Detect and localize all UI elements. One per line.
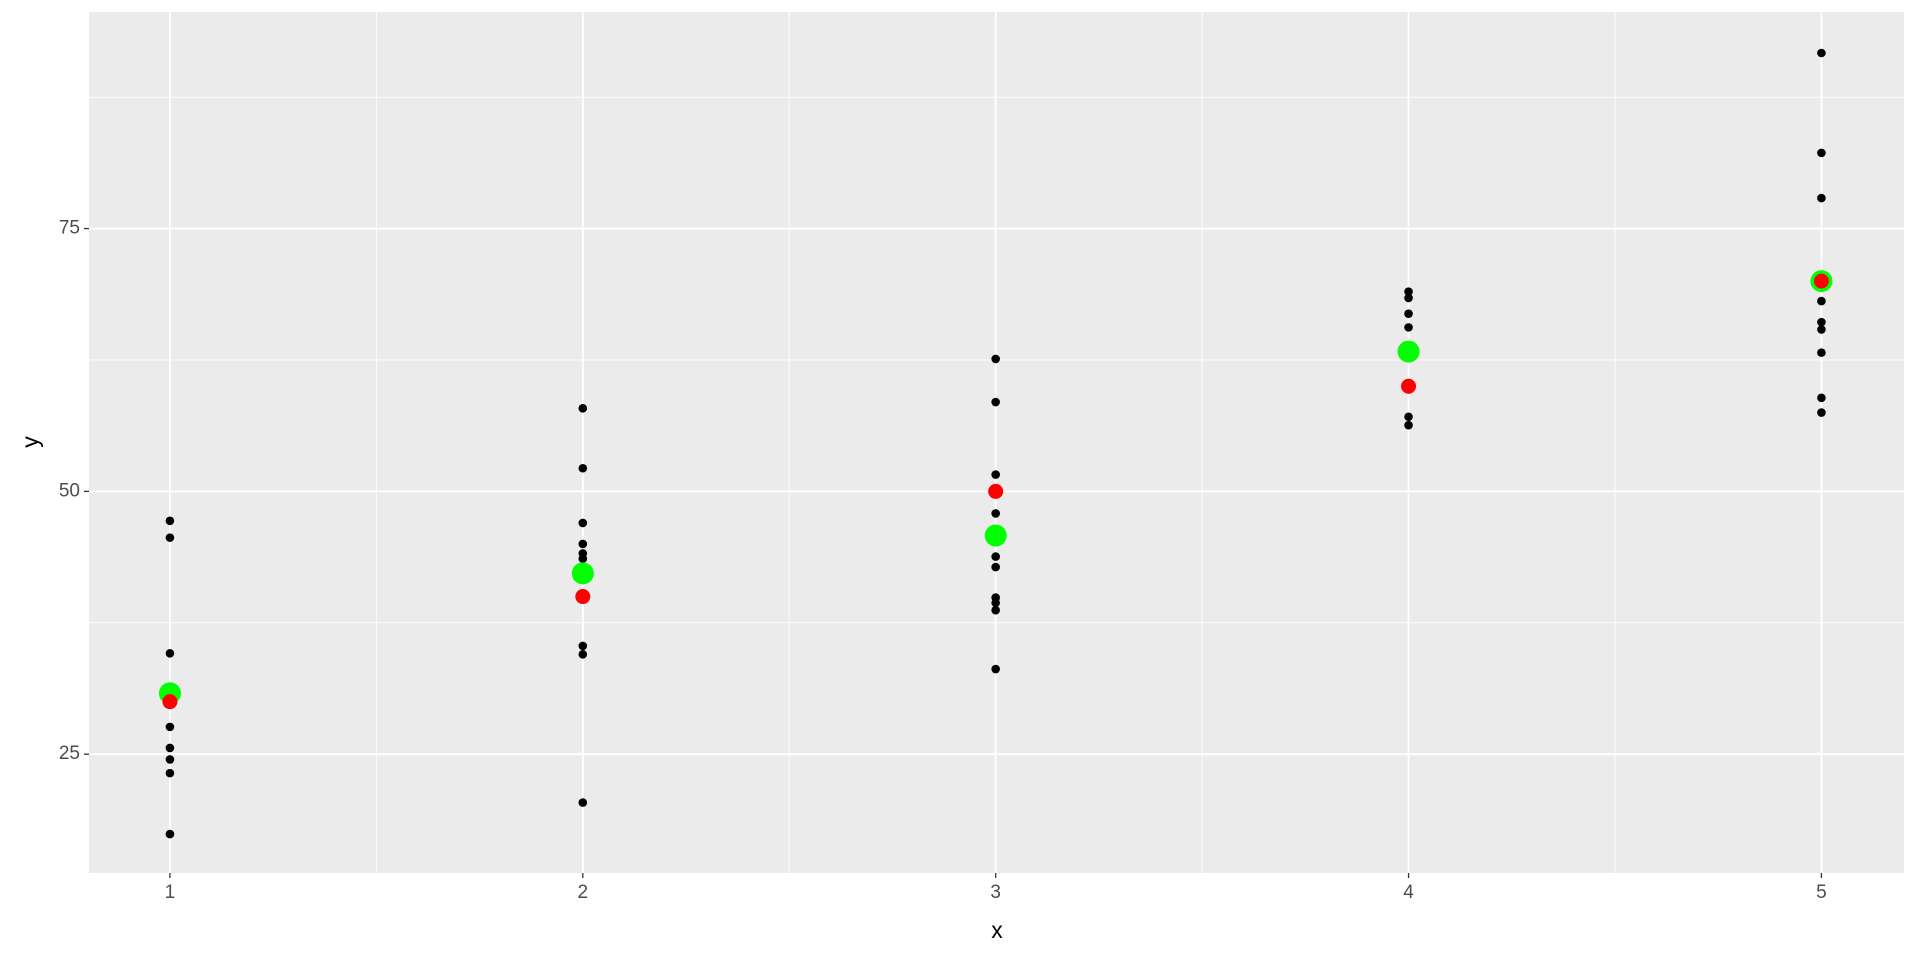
point: [991, 562, 1000, 572]
point: [991, 552, 1000, 561]
point: [165, 743, 175, 753]
point: [165, 533, 175, 542]
point: [1817, 193, 1826, 203]
point: [578, 463, 588, 473]
point: [991, 397, 1000, 407]
point: [578, 404, 588, 413]
point: [165, 516, 175, 526]
point: [991, 598, 1000, 608]
point: [1404, 309, 1413, 319]
point: [165, 722, 175, 732]
point: [1813, 273, 1829, 289]
point: [991, 605, 1000, 615]
point: [1817, 148, 1826, 158]
point: [1817, 48, 1826, 58]
y-tick-label: 50: [59, 480, 80, 501]
point: [991, 664, 1000, 674]
point: [578, 798, 588, 807]
point: [1404, 287, 1413, 296]
point: [578, 554, 588, 563]
point: [984, 524, 1007, 547]
y-axis-title: y: [17, 436, 43, 448]
point: [1817, 325, 1826, 334]
point: [162, 694, 178, 710]
point: [165, 829, 175, 839]
x-tick-label: 4: [1403, 882, 1414, 903]
point: [991, 470, 1000, 479]
point: [991, 354, 1000, 364]
point: [1817, 296, 1826, 306]
x-tick-label: 3: [990, 882, 1001, 903]
point: [575, 589, 591, 605]
point: [578, 539, 588, 549]
y-tick-label: 25: [59, 743, 80, 764]
x-tick-label: 5: [1816, 882, 1827, 903]
point: [1817, 317, 1826, 327]
point: [988, 483, 1004, 499]
point: [578, 518, 588, 528]
point: [578, 641, 588, 651]
point: [571, 562, 594, 585]
point: [1817, 348, 1826, 357]
point: [1404, 412, 1413, 422]
point: [1817, 393, 1826, 403]
point: [1817, 408, 1826, 417]
point: [1397, 340, 1420, 363]
point: [991, 509, 1000, 518]
point: [165, 768, 175, 778]
point: [165, 648, 175, 658]
point: [1404, 323, 1413, 332]
point: [1404, 420, 1413, 430]
x-tick-label: 1: [165, 882, 176, 903]
x-axis-title: x: [991, 917, 1003, 943]
point: [578, 650, 588, 659]
point: [1404, 293, 1413, 303]
x-tick-label: 2: [578, 882, 589, 903]
y-tick-label: 75: [59, 218, 80, 239]
point: [165, 755, 175, 764]
point: [1401, 378, 1417, 394]
